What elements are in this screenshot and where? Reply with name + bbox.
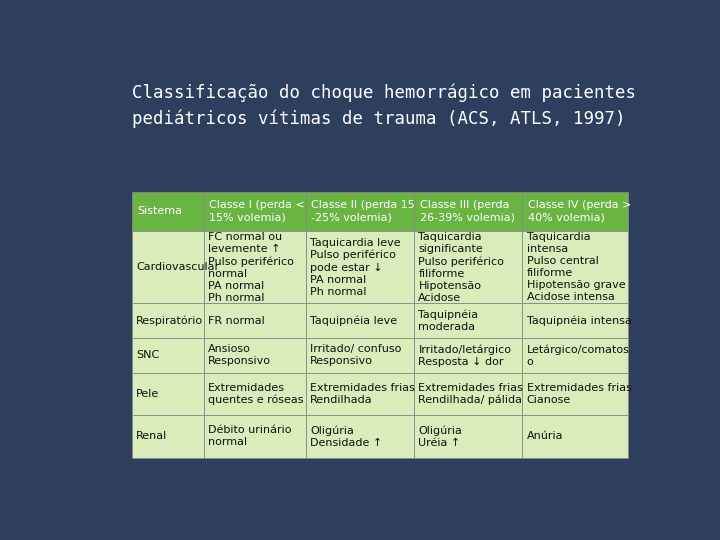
Text: Classificação do choque hemorrágico em pacientes
pediátricos vítimas de trauma (: Classificação do choque hemorrágico em p… (132, 84, 636, 128)
Text: Cardiovascular: Cardiovascular (136, 262, 220, 272)
Bar (522, 338, 629, 373)
Text: Oligúria
Uréia ↑: Oligúria Uréia ↑ (418, 425, 462, 448)
Bar (414, 415, 522, 458)
Text: Classe II (perda 15
-25% volemia): Classe II (perda 15 -25% volemia) (311, 200, 415, 222)
Text: Anúria: Anúria (526, 431, 563, 441)
Text: Taquicardia
significante
Pulso periférico
filiforme
Hipotensão
Acidose: Taquicardia significante Pulso periféric… (418, 232, 504, 302)
Text: SNC: SNC (136, 350, 160, 360)
Text: Irritado/letárgico
Resposta ↓ dor: Irritado/letárgico Resposta ↓ dor (418, 344, 511, 367)
Bar (204, 231, 306, 303)
Bar (204, 373, 306, 415)
Bar (204, 338, 306, 373)
Text: Taquipnéia leve: Taquipnéia leve (310, 315, 397, 326)
Text: Taquipnéia
moderada: Taquipnéia moderada (418, 309, 479, 332)
Bar (306, 303, 414, 338)
Text: Irritado/ confuso
Responsivo: Irritado/ confuso Responsivo (310, 345, 402, 366)
Bar (522, 192, 629, 231)
Bar (306, 373, 414, 415)
Text: Extremidades frias
Cianose: Extremidades frias Cianose (526, 383, 631, 405)
Text: Oligúria
Densidade ↑: Oligúria Densidade ↑ (310, 425, 382, 448)
Bar (414, 338, 522, 373)
Text: Letárgico/comatos
o: Letárgico/comatos o (526, 344, 629, 367)
Bar (522, 415, 629, 458)
Bar (522, 303, 629, 338)
Bar (132, 373, 204, 415)
Text: Sistema: Sistema (138, 206, 182, 217)
Bar (132, 415, 204, 458)
Text: Pele: Pele (136, 389, 160, 399)
Text: Respiratório: Respiratório (136, 315, 204, 326)
Text: FC normal ou
levemente ↑
Pulso periférico
normal
PA normal
Ph normal: FC normal ou levemente ↑ Pulso periféric… (208, 232, 294, 302)
Bar (414, 303, 522, 338)
Bar (306, 338, 414, 373)
Text: Renal: Renal (136, 431, 168, 441)
Text: Extremidades frias
Rendilhada: Extremidades frias Rendilhada (310, 383, 415, 405)
Bar (132, 192, 204, 231)
Bar (132, 231, 204, 303)
Bar (522, 373, 629, 415)
Text: Classe I (perda <
15% volemia): Classe I (perda < 15% volemia) (210, 200, 305, 222)
Bar (132, 303, 204, 338)
Text: Classe III (perda
26-39% volemia): Classe III (perda 26-39% volemia) (420, 200, 515, 222)
Bar (204, 192, 306, 231)
Text: Taquicardia
intensa
Pulso central
filiforme
Hipotensão grave
Acidose intensa: Taquicardia intensa Pulso central filifo… (526, 232, 625, 302)
Text: Taquipnéia intensa: Taquipnéia intensa (526, 315, 631, 326)
Bar (204, 303, 306, 338)
Text: Extremidades frias
Rendilhada/ pálida: Extremidades frias Rendilhada/ pálida (418, 382, 523, 405)
Text: Taquicardia leve
Pulso periférico
pode estar ↓
PA normal
Ph normal: Taquicardia leve Pulso periférico pode e… (310, 238, 401, 296)
Bar (132, 338, 204, 373)
Bar (306, 192, 414, 231)
Text: Extremidades
quentes e róseas: Extremidades quentes e róseas (208, 382, 304, 405)
Bar (306, 415, 414, 458)
Text: FR normal: FR normal (208, 316, 265, 326)
Text: Débito urinário
normal: Débito urinário normal (208, 426, 292, 448)
Bar (414, 231, 522, 303)
Bar (522, 231, 629, 303)
Text: Ansioso
Responsivo: Ansioso Responsivo (208, 345, 271, 366)
Bar (306, 231, 414, 303)
Text: Classe IV (perda >
40% volemia): Classe IV (perda > 40% volemia) (528, 200, 631, 222)
Bar (414, 192, 522, 231)
Bar (414, 373, 522, 415)
Bar (204, 415, 306, 458)
